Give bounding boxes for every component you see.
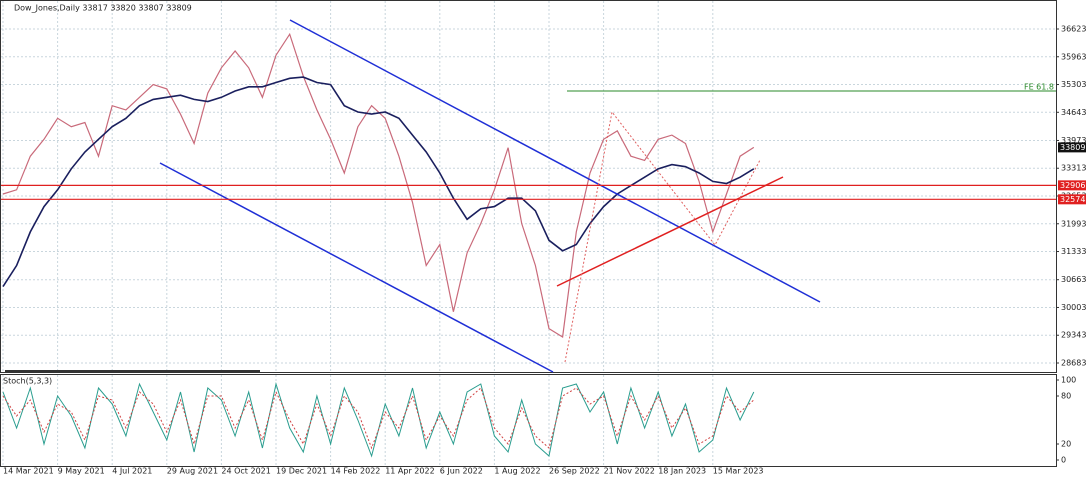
- y-tick-label: 30003: [1061, 303, 1086, 312]
- main-frame: [0, 0, 1057, 373]
- x-tick-label: 9 May 2021: [58, 467, 105, 476]
- x-tick-label: 4 Jul 2021: [112, 467, 152, 476]
- stoch-frame: [0, 374, 1057, 467]
- plot: [2, 32, 755, 458]
- y-tick-label: 28683: [1061, 358, 1086, 367]
- x-tick-label: 15 Mar 2023: [713, 467, 764, 476]
- grid: [1, 1, 1056, 466]
- x-tick-label: 18 Jan 2023: [658, 467, 706, 476]
- y-tick-label: 33313: [1061, 164, 1086, 173]
- y-tick-label: 20: [1061, 440, 1071, 449]
- support-line: [556, 176, 784, 287]
- price-label: 33809: [1060, 143, 1085, 152]
- series-line: [2, 76, 755, 288]
- fe-label: FE 61.8: [1024, 83, 1054, 92]
- chart-title: Dow_Jones,Daily 33817 33820 33807 33809: [14, 4, 192, 13]
- x-tick-label: 14 Feb 2022: [331, 467, 381, 476]
- x-tick-label: 21 Nov 2022: [604, 467, 655, 476]
- y-tick-label: 31333: [1061, 247, 1086, 256]
- y-tick-label: 31993: [1061, 219, 1086, 228]
- x-tick-label: 6 Jun 2022: [440, 467, 483, 476]
- channel-line: [289, 19, 821, 303]
- price-label-bg: [1058, 180, 1086, 191]
- x-tick-label: 11 Apr 2022: [385, 467, 434, 476]
- x-tick-label: 26 Sep 2022: [549, 467, 600, 476]
- x-tick-label: 1 Aug 2022: [494, 467, 540, 476]
- y-tick-label: 100: [1061, 376, 1076, 385]
- price-label: 32574: [1060, 195, 1085, 204]
- x-tick-label: 24 Oct 2021: [221, 467, 270, 476]
- y-tick-label: 29343: [1061, 331, 1086, 340]
- y-tick-label: 30663: [1061, 275, 1086, 284]
- series-line: [2, 387, 755, 450]
- y-tick-label: 35963: [1061, 52, 1086, 61]
- x-tick-label: 29 Aug 2021: [167, 467, 218, 476]
- zigzag: [564, 110, 761, 363]
- y-tick-label: 36623: [1061, 24, 1086, 33]
- series-line: [2, 382, 755, 458]
- y-tick-label: 34643: [1061, 108, 1086, 117]
- x-tick-label: 19 Dec 2021: [276, 467, 327, 476]
- y-tick-label: 80: [1061, 392, 1071, 401]
- x-tick-label: 14 Mar 2021: [3, 467, 54, 476]
- series-line: [2, 32, 755, 338]
- y-tick-label: 33973: [1061, 136, 1086, 145]
- price-label-bg: [1058, 194, 1086, 205]
- y-tick-label: 35303: [1061, 80, 1086, 89]
- price-label: 32906: [1060, 181, 1085, 190]
- y-tick-label: 0: [1061, 456, 1066, 465]
- stoch-title: Stoch(5,3,3): [3, 377, 52, 386]
- price-label-bg: [1058, 142, 1086, 153]
- channel-line: [159, 162, 554, 373]
